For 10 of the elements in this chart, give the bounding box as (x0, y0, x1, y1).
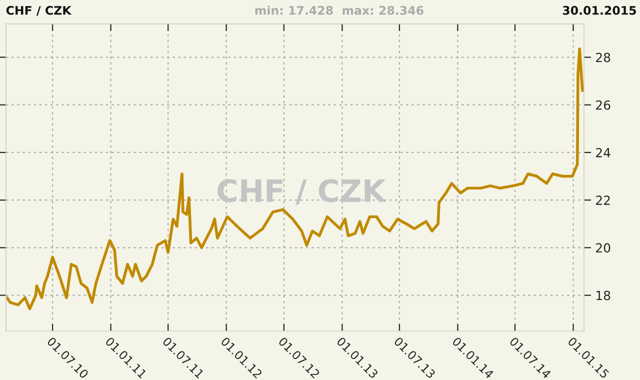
line-series (6, 48, 584, 310)
text: 30.01.2015 (562, 6, 636, 15)
y-tick-label: 22 (596, 196, 610, 205)
y-tick-label: 24 (596, 148, 610, 158)
y-tick-label: 28 (596, 52, 610, 62)
y-tick-label: 20 (596, 243, 610, 253)
y-tick-label: 18 (596, 290, 610, 300)
chart-title: CHF / CZK (6, 6, 72, 16)
text: min: 17.428 max: 28.346 (255, 6, 424, 15)
y-tick-label: 26 (596, 100, 610, 110)
